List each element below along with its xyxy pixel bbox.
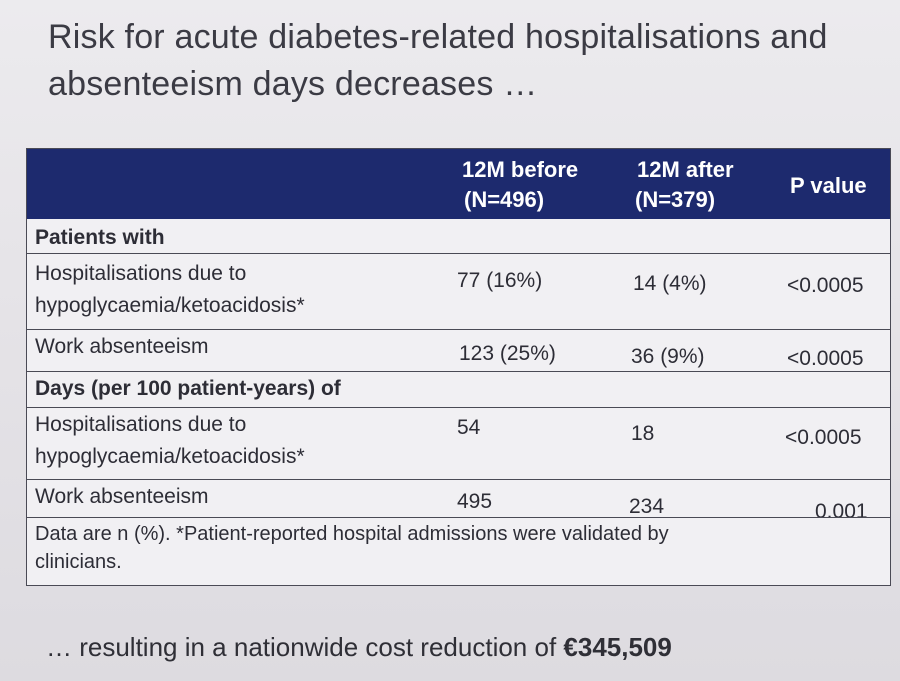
header-after-1: 12M after [637, 157, 734, 182]
table-note-line-1: Data are n (%). *Patient-reported hospit… [35, 523, 669, 545]
row3-label-1: Hospitalisations due to [35, 413, 247, 436]
row4-p: 0.001 [815, 500, 868, 523]
row2-label-1: Work absenteeism [35, 335, 209, 358]
row1-p: <0.0005 [787, 274, 864, 297]
row1-after: 14 (4%) [633, 272, 707, 295]
table-note-line-2: clinicians. [35, 551, 122, 573]
header-after-2: (N=379) [635, 187, 716, 212]
row3-label-2: hypoglycaemia/ketoacidosis* [35, 445, 305, 468]
bottom-statement: … resulting in a nationwide cost reducti… [46, 632, 672, 663]
row2-before: 123 (25%) [459, 342, 556, 365]
row-divider [27, 517, 890, 518]
header-p-value: P value [790, 173, 867, 198]
title-line-1: Risk for acute diabetes-related hospital… [48, 18, 828, 56]
section-days-per-100: Days (per 100 patient-years) of [35, 377, 341, 400]
row2-p: <0.0005 [787, 347, 864, 370]
header-before-2: (N=496) [464, 187, 545, 212]
row1-label-2: hypoglycaemia/ketoacidosis* [35, 294, 305, 317]
row-divider [27, 479, 890, 480]
row2-after: 36 (9%) [631, 345, 705, 368]
row-divider [27, 253, 890, 254]
row3-before: 54 [457, 416, 481, 439]
row-divider [27, 371, 890, 372]
header-before-1: 12M before [462, 157, 579, 182]
bottom-amount: €345,509 [563, 632, 672, 662]
row4-after: 234 [629, 495, 665, 518]
section-patients-with: Patients with [35, 226, 165, 249]
title-line-2: absenteeism days decreases … [48, 65, 538, 103]
results-table: 12M before (N=496) 12M after (N=379) P v… [26, 148, 891, 586]
row-divider [27, 407, 890, 408]
row3-p: <0.0005 [785, 426, 862, 449]
table-header: 12M before (N=496) 12M after (N=379) P v… [27, 149, 890, 219]
bottom-prefix: … resulting in a nationwide cost reducti… [46, 632, 564, 662]
row1-before: 77 (16%) [457, 269, 543, 292]
slide-title: Risk for acute diabetes-related hospital… [48, 14, 868, 108]
row3-after: 18 [631, 422, 655, 445]
row-divider [27, 329, 890, 330]
row4-before: 495 [457, 490, 493, 513]
row1-label-1: Hospitalisations due to [35, 262, 247, 285]
row4-label-1: Work absenteeism [35, 485, 209, 508]
